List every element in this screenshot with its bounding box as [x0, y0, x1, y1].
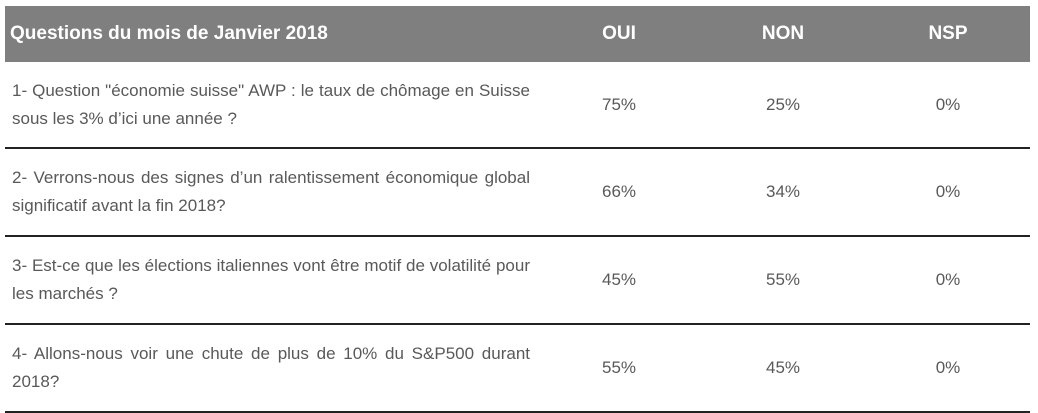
non-value: 45%: [765, 358, 801, 377]
oui-value: 45%: [601, 270, 637, 289]
table-row: 2- Verrons-nous des signes d’un ralentis…: [5, 148, 1030, 236]
header-nsp: NSP: [928, 23, 968, 44]
oui-value: 55%: [601, 358, 637, 377]
question-text: 4- Allons-nous voir une chute de plus de…: [12, 344, 530, 391]
non-value: 25%: [765, 94, 801, 114]
non-value: 55%: [765, 270, 801, 289]
nsp-value: 0%: [935, 94, 961, 114]
nsp-value: 0%: [935, 182, 961, 201]
table-body: 1- Question "économie suisse" AWP : le t…: [5, 62, 1030, 412]
non-value: 34%: [765, 182, 801, 201]
survey-results-table: Questions du mois de Janvier 2018 OUI NO…: [5, 6, 1030, 413]
nsp-value: 0%: [935, 358, 961, 377]
oui-value: 75%: [601, 94, 637, 114]
table-row: 1- Question "économie suisse" AWP : le t…: [5, 62, 1030, 148]
header-questions: Questions du mois de Janvier 2018: [10, 23, 328, 44]
question-text: 2- Verrons-nous des signes d’un ralentis…: [12, 168, 530, 215]
header-oui: OUI: [602, 23, 636, 44]
table-row: 3- Est-ce que les élections italiennes v…: [5, 236, 1030, 324]
header-non: NON: [761, 23, 805, 44]
question-text: 3- Est-ce que les élections italiennes v…: [12, 256, 530, 303]
question-text: 1- Question "économie suisse" AWP : le t…: [12, 80, 530, 128]
nsp-value: 0%: [935, 270, 961, 289]
table-row: 4- Allons-nous voir une chute de plus de…: [5, 324, 1030, 412]
oui-value: 66%: [601, 182, 637, 201]
table-header: Questions du mois de Janvier 2018 OUI NO…: [5, 6, 1030, 62]
header-row: Questions du mois de Janvier 2018 OUI NO…: [5, 6, 1030, 62]
